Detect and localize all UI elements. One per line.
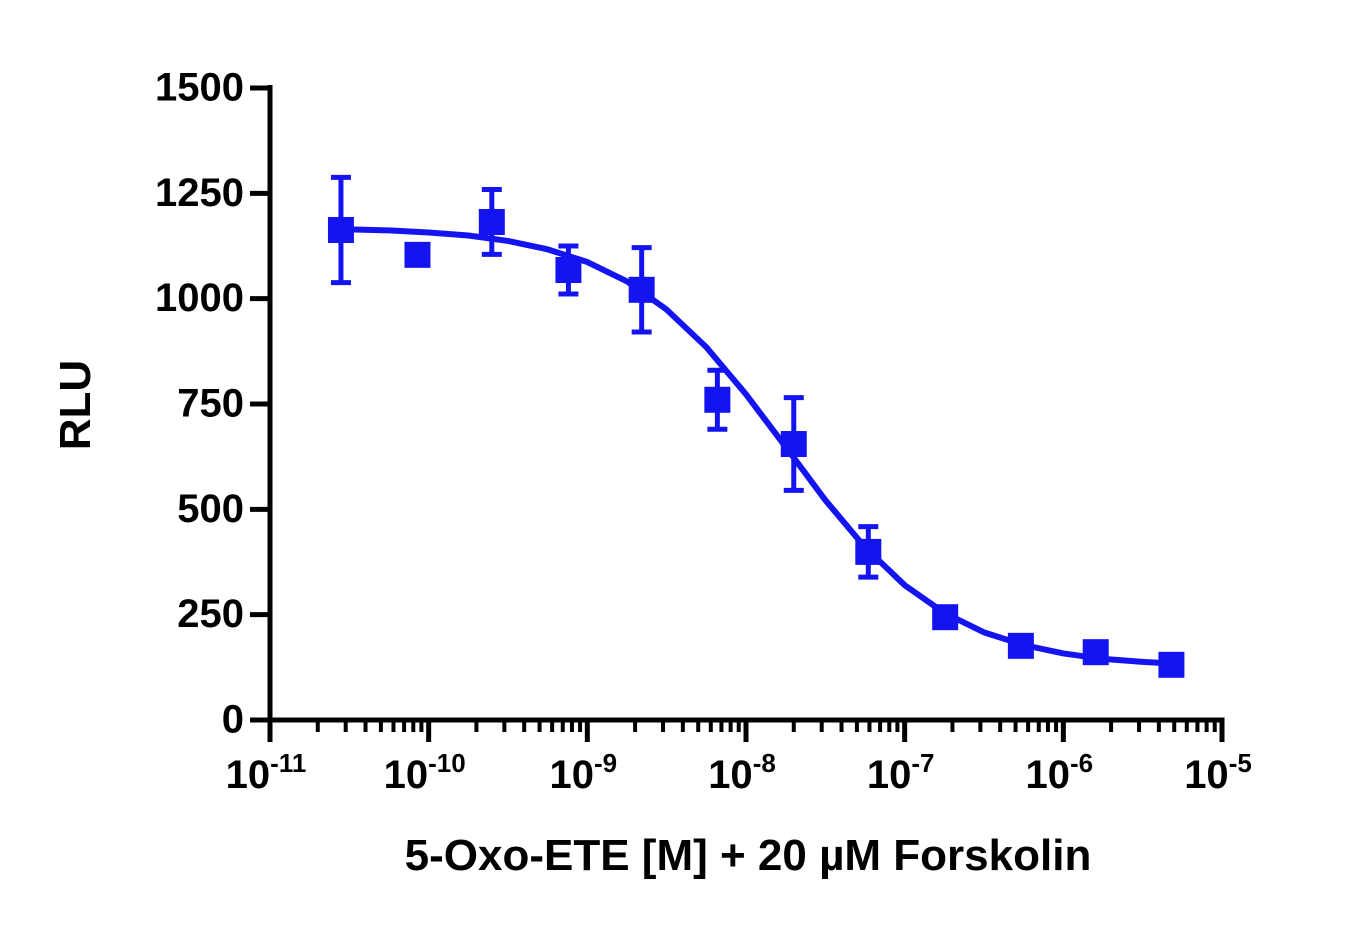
x-tick-exponent: -8 — [753, 748, 776, 778]
y-tick-label: 1500 — [155, 66, 244, 110]
x-tick-base: 10 — [550, 753, 595, 797]
y-tick-label: 1250 — [155, 171, 244, 215]
x-tick-label: 10-11 — [226, 748, 307, 797]
x-tick-base: 10 — [1026, 753, 1071, 797]
data-point — [1082, 639, 1109, 666]
data-point — [1158, 651, 1185, 678]
y-tick-label: 500 — [177, 487, 244, 531]
data-point — [628, 276, 655, 303]
x-tick-base: 10 — [226, 753, 271, 797]
x-tick-exponent: -7 — [911, 748, 934, 778]
data-point — [704, 386, 731, 413]
x-tick-exponent: -10 — [428, 748, 466, 778]
y-tick-label: 0 — [222, 698, 244, 742]
fit-curve — [341, 226, 1172, 667]
x-tick-exponent: -6 — [1070, 748, 1093, 778]
x-tick-exponent: -5 — [1229, 748, 1252, 778]
y-tick-label: 750 — [177, 382, 244, 426]
x-tick-base: 10 — [384, 753, 429, 797]
data-point — [327, 216, 354, 243]
y-tick-label: 250 — [177, 592, 244, 636]
data-point — [478, 208, 505, 235]
x-axis-title: 5-Oxo-ETE [M] + 20 µM Forskolin — [405, 831, 1092, 880]
x-tick-label: 10-5 — [1184, 748, 1252, 797]
x-tick-label: 10-10 — [384, 748, 466, 797]
data-point — [555, 257, 582, 284]
x-tick-exponent: -11 — [270, 748, 306, 778]
x-tick-label: 10-6 — [1026, 748, 1094, 797]
data-point — [780, 431, 807, 458]
x-tick-base: 10 — [1184, 753, 1229, 797]
data-point — [1007, 632, 1034, 659]
y-axis-title: RLU — [51, 360, 100, 450]
data-point — [404, 241, 431, 268]
data-point — [932, 604, 959, 631]
x-tick-label: 10-8 — [708, 748, 776, 797]
x-tick-base: 10 — [708, 753, 753, 797]
data-point — [855, 538, 882, 565]
x-tick-base: 10 — [867, 753, 912, 797]
x-tick-label: 10-7 — [867, 748, 935, 797]
x-tick-exponent: -9 — [594, 748, 617, 778]
y-tick-label: 1000 — [155, 276, 244, 320]
x-tick-label: 10-9 — [550, 748, 618, 797]
